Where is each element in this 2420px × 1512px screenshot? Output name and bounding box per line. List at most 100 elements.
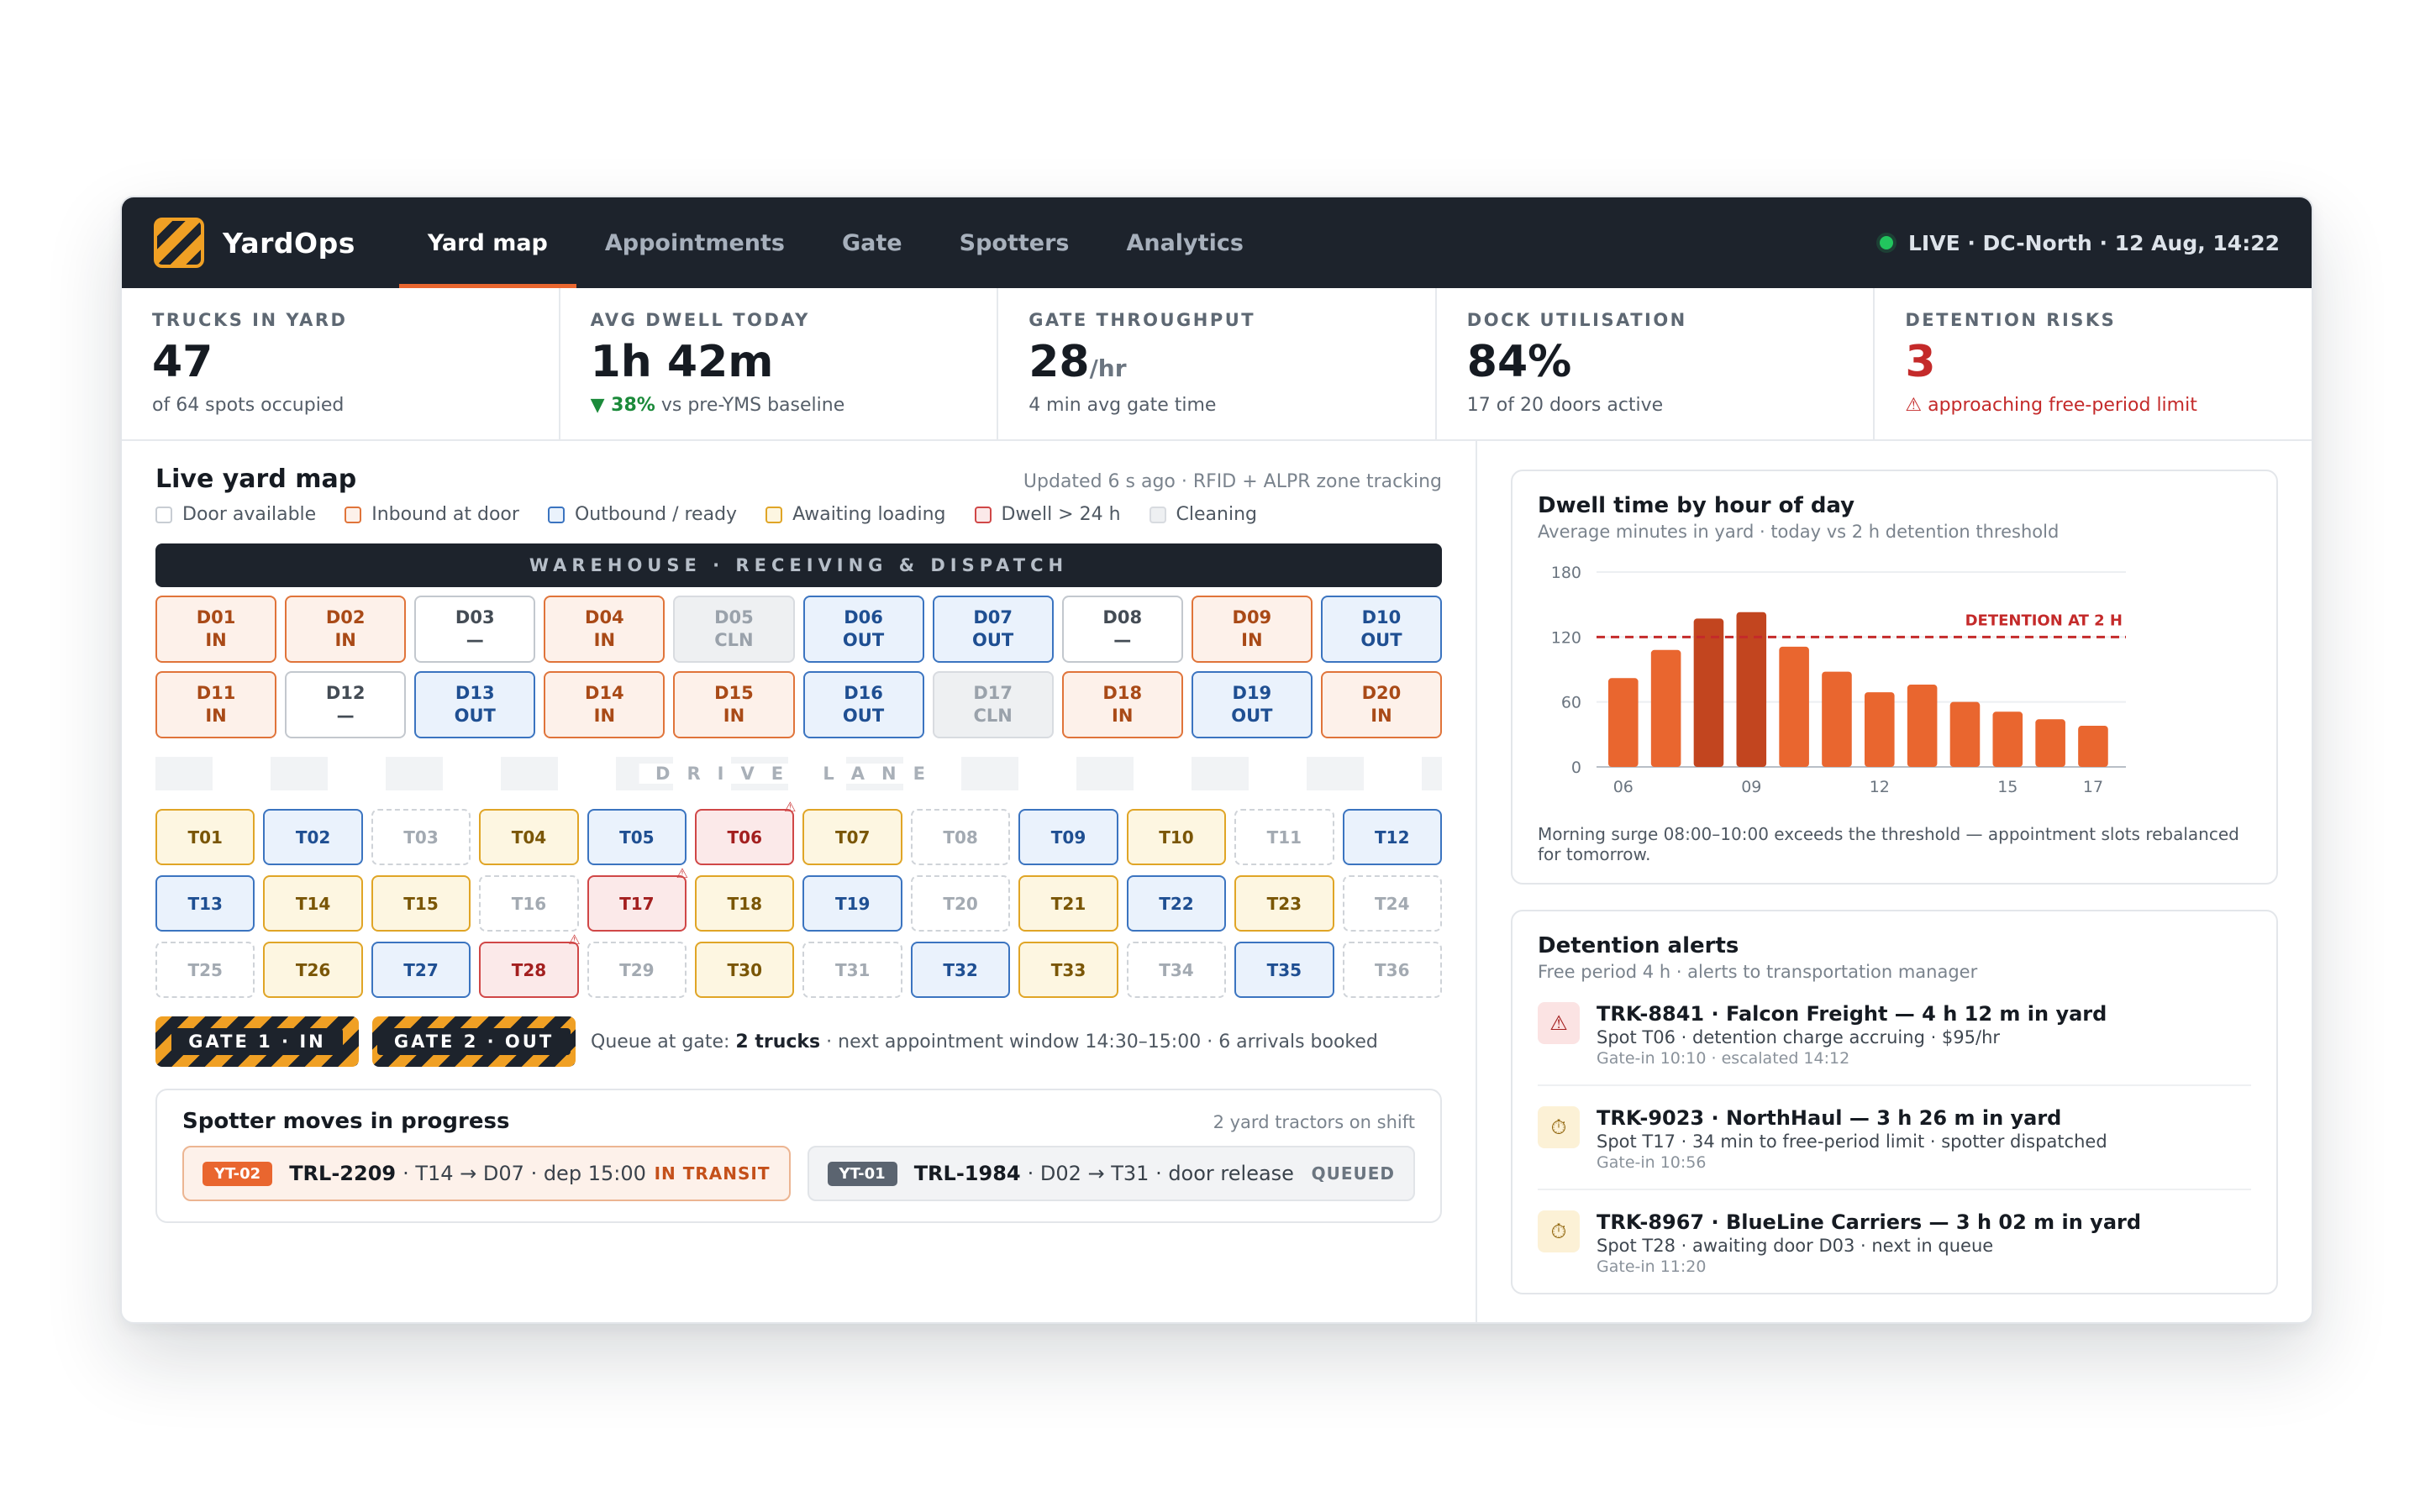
- dock-door-d09[interactable]: D09 IN: [1191, 596, 1313, 663]
- trailer-spot-t05[interactable]: T05: [587, 809, 687, 865]
- trailer-spot-t10[interactable]: T10: [1126, 809, 1227, 865]
- dock-door-d18[interactable]: D18 IN: [1061, 671, 1183, 738]
- door-id: D10: [1361, 606, 1402, 627]
- door-status: CLN: [973, 706, 1013, 726]
- dwell-chart-svg: 0 60 120 180 06 09 12 15 17 DETENTION AT 2 H: [1551, 564, 2126, 796]
- bar-08: [1693, 618, 1724, 767]
- dock-door-d03[interactable]: D03 —: [414, 596, 536, 663]
- dock-door-d08[interactable]: D08 —: [1061, 596, 1183, 663]
- dock-door-d10[interactable]: D10 OUT: [1320, 596, 1442, 663]
- trailer-spot-t08[interactable]: T08: [910, 809, 1011, 865]
- spotter-moves: YT-02 TRL-2209 · T14 → D07 · dep 15:00 I…: [182, 1146, 1415, 1201]
- kpi-sub: 17 of 20 doors active: [1466, 395, 1664, 417]
- nav-yard-map[interactable]: Yard map: [398, 197, 576, 288]
- nav-spotters[interactable]: Spotters: [959, 229, 1070, 256]
- dock-door-d17[interactable]: D17 CLN: [932, 671, 1054, 738]
- drive-lane: DRIVE LANE: [155, 757, 1442, 790]
- dock-door-d11[interactable]: D11 IN: [155, 671, 277, 738]
- alert-item[interactable]: ⚠ TRK-8841 · Falcon Freight — 4 h 12 m i…: [1538, 982, 2251, 1086]
- spotter-move-yt01[interactable]: YT-01 TRL-1984 · D02 → T31 · door releas…: [807, 1146, 1415, 1201]
- door-id: D20: [1361, 682, 1402, 703]
- dock-door-d20[interactable]: D20 IN: [1320, 671, 1442, 738]
- spotter-title: Spotter moves in progress: [182, 1109, 510, 1134]
- dock-door-d02[interactable]: D02 IN: [285, 596, 407, 663]
- trailer-spot-t27[interactable]: T27: [371, 942, 471, 998]
- kpi-detention-risks: DETENTION RISKS 3 ⚠ approaching free-per…: [1875, 288, 2312, 439]
- trailer-spot-t32[interactable]: T32: [910, 942, 1011, 998]
- nav-appointments[interactable]: Appointments: [604, 229, 786, 256]
- trailer-spot-t35[interactable]: T35: [1234, 942, 1334, 998]
- dock-door-d07[interactable]: D07 OUT: [932, 596, 1054, 663]
- trailer-spot-t14[interactable]: T14: [263, 875, 363, 932]
- trailer-spot-t20[interactable]: T20: [910, 875, 1011, 932]
- spot-id: T05: [619, 827, 655, 848]
- trailer-spot-t23[interactable]: T23: [1234, 875, 1334, 932]
- trailer-spot-t29[interactable]: T29: [587, 942, 687, 998]
- alert-body: TRK-8967 · BlueLine Carriers — 3 h 02 m …: [1597, 1210, 2141, 1276]
- alert-time: Gate-in 11:20: [1597, 1257, 1707, 1276]
- trailer-spot-t36[interactable]: T36: [1342, 942, 1442, 998]
- trailer-spot-t18[interactable]: T18: [695, 875, 795, 932]
- trailer-spot-t06[interactable]: T06 ⚠: [695, 799, 796, 865]
- bar-06: [1608, 678, 1639, 767]
- move-detail: · D02 → T31 · door release: [1027, 1162, 1294, 1185]
- warning-icon: ⚠: [1538, 1002, 1580, 1044]
- trailer-spot-t30[interactable]: T30: [695, 942, 795, 998]
- trailer-spot-t02[interactable]: T02: [263, 809, 363, 865]
- warehouse-banner: WAREHOUSE · RECEIVING & DISPATCH: [155, 543, 1442, 587]
- trailer-spot-t13[interactable]: T13: [155, 875, 255, 932]
- nav-gate[interactable]: Gate: [842, 229, 902, 256]
- trailer-spot-t33[interactable]: T33: [1018, 942, 1118, 998]
- door-status: IN: [205, 630, 227, 650]
- trailer-spot-t15[interactable]: T15: [371, 875, 471, 932]
- trailer-spot-t01[interactable]: T01: [155, 809, 255, 865]
- trailer-spot-t12[interactable]: T12: [1342, 809, 1442, 865]
- legend-swatch: [1149, 506, 1166, 523]
- trailer-spot-t31[interactable]: T31: [802, 942, 902, 998]
- legend-swatch: [974, 506, 992, 523]
- alert-body: TRK-8841 · Falcon Freight — 4 h 12 m in …: [1597, 1002, 2107, 1068]
- dock-door-d01[interactable]: D01 IN: [155, 596, 277, 663]
- kpi-strip: TRUCKS IN YARD 47 of 64 spots occupied A…: [122, 288, 2312, 441]
- trailer-spot-t11[interactable]: T11: [1234, 809, 1334, 865]
- dock-door-d13[interactable]: D13 OUT: [414, 671, 536, 738]
- gate-2-out[interactable]: GATE 2 · OUT: [372, 1016, 576, 1067]
- trailer-spot-t22[interactable]: T22: [1126, 875, 1227, 932]
- trailer-spot-t24[interactable]: T24: [1342, 875, 1442, 932]
- trailer-spot-t26[interactable]: T26: [263, 942, 363, 998]
- dock-door-d12[interactable]: D12 —: [285, 671, 407, 738]
- trailer-spot-t19[interactable]: T19: [802, 875, 902, 932]
- trailer-spot-t04[interactable]: T04: [479, 809, 579, 865]
- dock-door-d05[interactable]: D05 CLN: [673, 596, 795, 663]
- nav-analytics[interactable]: Analytics: [1126, 229, 1244, 256]
- trailer-spot-t34[interactable]: T34: [1126, 942, 1227, 998]
- spot-id: T13: [187, 893, 223, 914]
- queue-prefix: Queue at gate:: [591, 1031, 736, 1053]
- trailer-spot-t16[interactable]: T16: [479, 875, 579, 932]
- dock-door-d16[interactable]: D16 OUT: [802, 671, 924, 738]
- dock-door-d04[interactable]: D04 IN: [544, 596, 666, 663]
- dock-door-d14[interactable]: D14 IN: [544, 671, 666, 738]
- trailer-spot-t28[interactable]: T28 ⚠: [479, 932, 581, 998]
- spot-id: T06: [727, 827, 763, 848]
- gate-1-in[interactable]: GATE 1 · IN: [155, 1016, 359, 1067]
- spotter-move-yt02[interactable]: YT-02 TRL-2209 · T14 → D07 · dep 15:00 I…: [182, 1146, 791, 1201]
- alert-item[interactable]: ⏱ TRK-9023 · NorthHaul — 3 h 26 m in yar…: [1538, 1086, 2251, 1190]
- dock-door-d06[interactable]: D06 OUT: [802, 596, 924, 663]
- trailer-spot-t09[interactable]: T09: [1018, 809, 1118, 865]
- yardops-logo-icon: [154, 218, 204, 268]
- trailer-id: TRL-1984: [913, 1162, 1021, 1185]
- trailer-spot-t21[interactable]: T21: [1018, 875, 1118, 932]
- kpi-sub: of 64 spots occupied: [152, 395, 345, 417]
- trailer-spot-t17[interactable]: T17 ⚠: [587, 865, 688, 932]
- dock-door-d19[interactable]: D19 OUT: [1191, 671, 1313, 738]
- trailer-spot-t07[interactable]: T07: [802, 809, 902, 865]
- alert-item[interactable]: ⏱ TRK-8967 · BlueLine Carriers — 3 h 02 …: [1538, 1190, 2251, 1293]
- trailer-spot-t25[interactable]: T25: [155, 942, 255, 998]
- legend-swatch: [765, 506, 783, 523]
- trailer-spot-t03[interactable]: T03: [371, 809, 471, 865]
- alerts-title: Detention alerts: [1538, 933, 1739, 958]
- kpi-sub: ⚠ approaching free-period limit: [1905, 395, 2281, 416]
- legend-inbound: Inbound at door: [345, 504, 519, 525]
- dock-door-d15[interactable]: D15 IN: [673, 671, 795, 738]
